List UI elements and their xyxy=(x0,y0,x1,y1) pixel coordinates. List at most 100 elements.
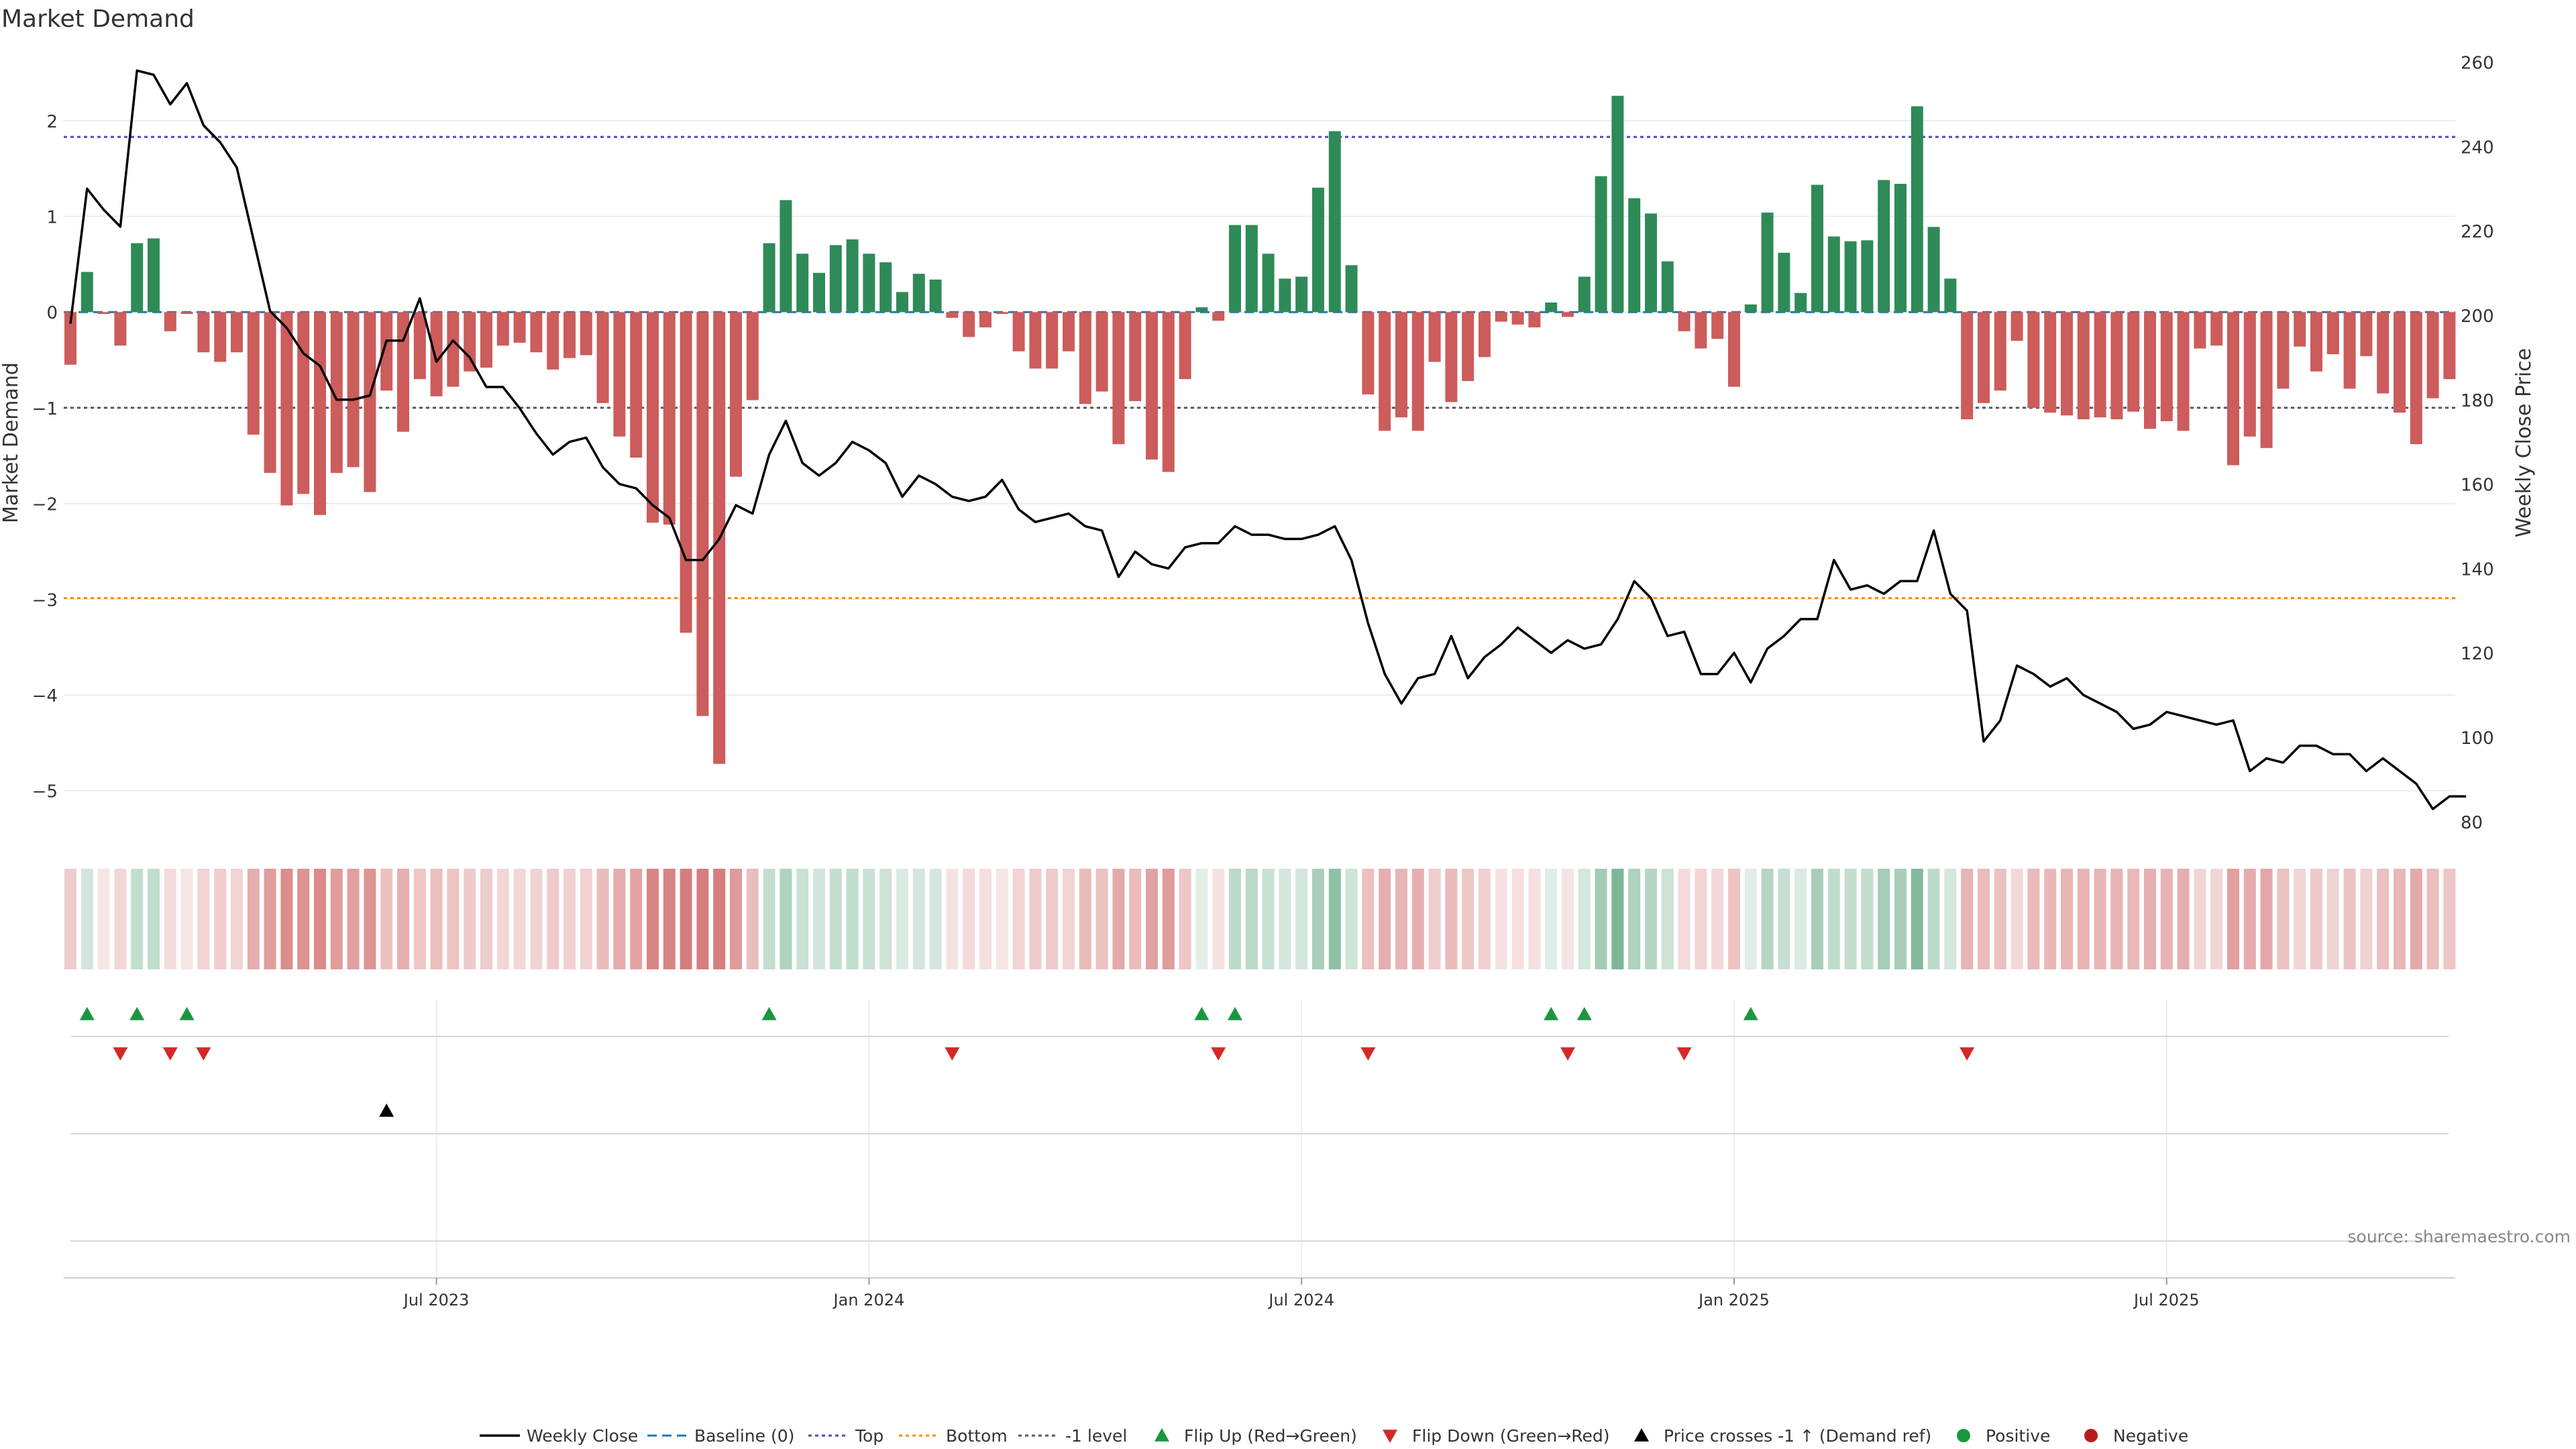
heat-cell xyxy=(1279,869,1291,969)
flip-down-marker xyxy=(1960,1047,1975,1061)
heat-cell xyxy=(780,869,792,969)
heat-cell xyxy=(1927,869,1940,969)
heat-cell xyxy=(1578,869,1591,969)
heat-cell xyxy=(197,869,210,969)
heat-cell xyxy=(64,869,76,969)
heat-cell xyxy=(330,869,343,969)
demand-bar xyxy=(963,312,975,337)
heat-cell xyxy=(264,869,276,969)
legend-label: Flip Up (Red→Green) xyxy=(1184,1426,1357,1446)
heat-cell xyxy=(1495,869,1507,969)
demand-bar xyxy=(264,312,276,473)
heat-cell xyxy=(2377,869,2390,969)
demand-bar xyxy=(1212,312,1225,321)
demand-bar xyxy=(2426,312,2439,398)
heat-cell xyxy=(1345,869,1358,969)
heat-cell xyxy=(314,869,326,969)
flip-down-marker xyxy=(162,1047,178,1061)
heat-cell xyxy=(730,869,742,969)
demand-bar xyxy=(946,312,959,318)
heat-cell xyxy=(530,869,543,969)
demand-bar xyxy=(929,279,942,313)
heat-cell xyxy=(1611,869,1624,969)
legend-label: Top xyxy=(855,1426,883,1446)
heat-cell xyxy=(1511,869,1524,969)
heat-cell xyxy=(1761,869,1774,969)
demand-bar xyxy=(2310,312,2322,372)
gridlines xyxy=(64,119,2455,1278)
demand-bar xyxy=(1511,312,1524,325)
demand-bar xyxy=(1761,212,1774,313)
demand-bar xyxy=(496,312,509,346)
y-tick-right: 140 xyxy=(2461,559,2494,580)
heat-cell xyxy=(1262,869,1275,969)
demand-bar xyxy=(1379,312,1391,431)
demand-bar xyxy=(197,312,210,353)
x-tick-label: Jan 2024 xyxy=(833,1291,905,1309)
heat-cell xyxy=(829,869,842,969)
flip-up-marker xyxy=(179,1007,195,1020)
legend-circle-icon xyxy=(1957,1429,1970,1442)
demand-bar xyxy=(1562,312,1574,317)
demand-bar xyxy=(1528,312,1541,328)
heat-cell xyxy=(1029,869,1042,969)
heat-cell xyxy=(1545,869,1558,969)
x-tick-label: Jul 2024 xyxy=(1267,1291,1334,1309)
demand-bar xyxy=(1029,312,1042,369)
demand-bar xyxy=(1262,254,1275,313)
demand-bar xyxy=(1195,307,1208,313)
heat-cell xyxy=(1162,869,1175,969)
demand-bar xyxy=(397,312,409,432)
demand-bars xyxy=(64,95,2456,764)
demand-bar xyxy=(1328,131,1341,313)
flip-down-marker xyxy=(945,1047,960,1061)
demand-bar xyxy=(1911,106,1923,313)
y-tick-right: 260 xyxy=(2461,54,2494,74)
heat-cell xyxy=(1012,869,1025,969)
demand-bar xyxy=(596,312,609,403)
demand-bar xyxy=(1295,276,1308,313)
heat-cell xyxy=(1179,869,1191,969)
demand-bar xyxy=(1894,184,1907,313)
demand-bar xyxy=(530,312,543,353)
demand-bar xyxy=(1661,261,1674,313)
reference-lines xyxy=(64,136,2455,599)
demand-bar xyxy=(180,312,193,315)
heat-cell xyxy=(1661,869,1674,969)
heat-cell xyxy=(1395,869,1407,969)
demand-bar xyxy=(1428,312,1441,362)
heat-cell xyxy=(2343,869,2356,969)
demand-bar xyxy=(214,312,227,362)
legend-triangle-down-icon xyxy=(1383,1430,1397,1443)
heat-cell xyxy=(580,869,592,969)
y-tick-right: 200 xyxy=(2461,307,2494,327)
demand-bar xyxy=(480,312,492,368)
flip-down-marker xyxy=(1676,1047,1692,1061)
demand-bar xyxy=(979,312,991,328)
price-cross-marker xyxy=(379,1104,394,1117)
demand-bar xyxy=(380,312,393,391)
demand-bar xyxy=(1811,184,1823,313)
heat-cell xyxy=(2110,869,2123,969)
demand-bar xyxy=(2443,312,2456,380)
y-tick-left: 2 xyxy=(46,112,58,132)
heat-cell xyxy=(1827,869,1840,969)
heat-cell xyxy=(413,869,426,969)
heat-cell xyxy=(1312,869,1324,969)
heat-cell xyxy=(1379,869,1391,969)
heat-cell xyxy=(796,869,809,969)
heat-cell xyxy=(297,869,310,969)
demand-bar xyxy=(413,312,426,380)
heat-cell xyxy=(97,869,110,969)
x-tick-label: Jul 2023 xyxy=(402,1291,470,1309)
demand-bar xyxy=(1462,312,1474,381)
demand-bar xyxy=(996,312,1008,315)
demand-bar xyxy=(2010,312,2023,341)
heat-cell xyxy=(2360,869,2373,969)
heat-cell xyxy=(2394,869,2406,969)
demand-bar xyxy=(2094,312,2106,418)
heat-cell xyxy=(2177,869,2190,969)
heat-cell xyxy=(1046,869,1059,969)
demand-bar xyxy=(2144,312,2156,429)
